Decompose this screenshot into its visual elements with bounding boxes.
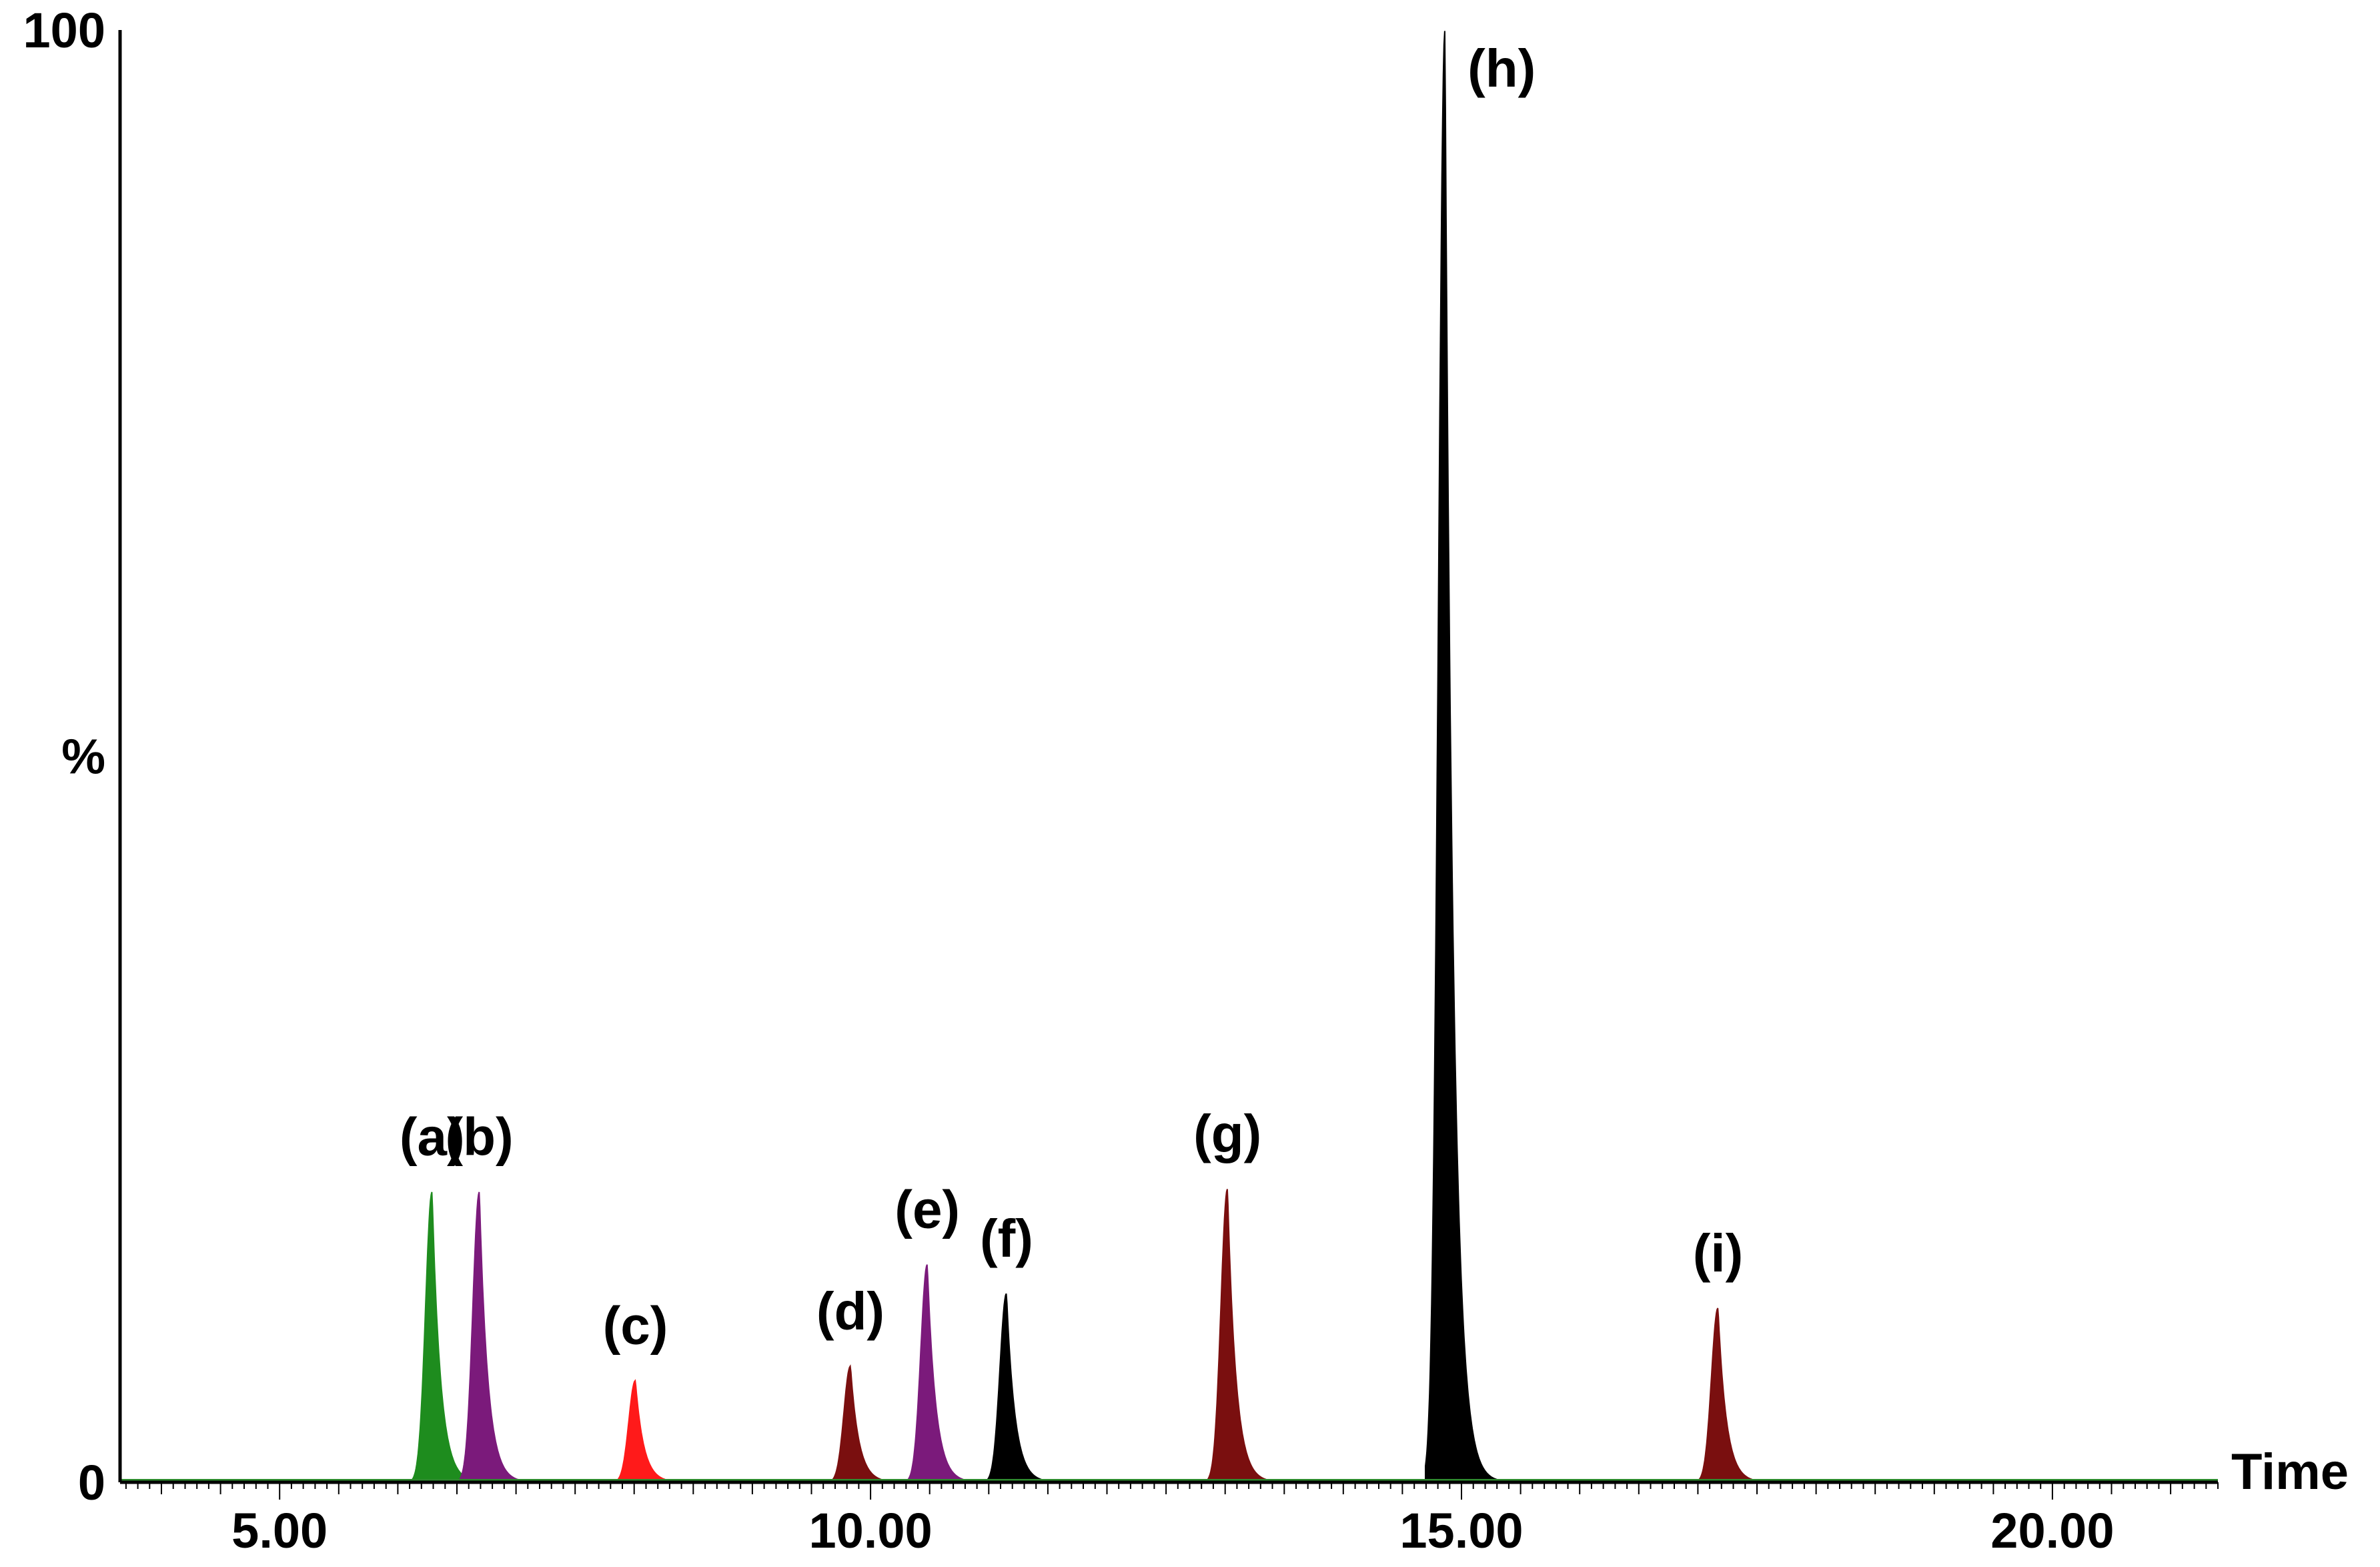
- peak-i: [1698, 1308, 1795, 1483]
- x-tick-label: 20.00: [1990, 1503, 2114, 1558]
- peak-e: [907, 1264, 1005, 1483]
- peak-label-b: (b): [446, 1107, 514, 1167]
- x-ticks-layer: 5.00 10.00 15.00 20.00: [125, 1482, 2219, 1558]
- y-ticks-layer: 100% 0: [23, 3, 105, 1510]
- peak-labels-layer: (a)(b) (c) (d)(e) (f) (g) (h) (i): [400, 39, 1743, 1356]
- peak-label-d: (d): [816, 1281, 884, 1341]
- peak-label-c: (c): [603, 1296, 668, 1356]
- y-tick-label: 100: [23, 3, 105, 58]
- peaks-layer: [412, 31, 1795, 1483]
- axes-layer: [118, 30, 2218, 1484]
- peak-b: [459, 1191, 556, 1483]
- x-tick-label: 15.00: [1399, 1503, 1523, 1558]
- x-tick-label: 10.00: [809, 1503, 933, 1558]
- peak-label-f: (f): [980, 1209, 1033, 1268]
- y-tick-label: 0: [78, 1455, 105, 1510]
- y-axis-label: %: [61, 729, 105, 785]
- peak-label-i: (i): [1693, 1223, 1744, 1283]
- peak-label-g: (g): [1193, 1104, 1261, 1163]
- peak-c: [615, 1379, 712, 1483]
- peak-label-e: (e): [895, 1180, 960, 1239]
- peak-g: [1207, 1189, 1305, 1483]
- peak-h: [1425, 31, 1523, 1483]
- peak-f: [986, 1293, 1083, 1483]
- peak-label-h: (h): [1467, 39, 1536, 98]
- x-tick-label: 5.00: [231, 1503, 328, 1558]
- peak-label-a: (a): [400, 1107, 465, 1167]
- x-axis-label: Time: [2231, 1444, 2349, 1500]
